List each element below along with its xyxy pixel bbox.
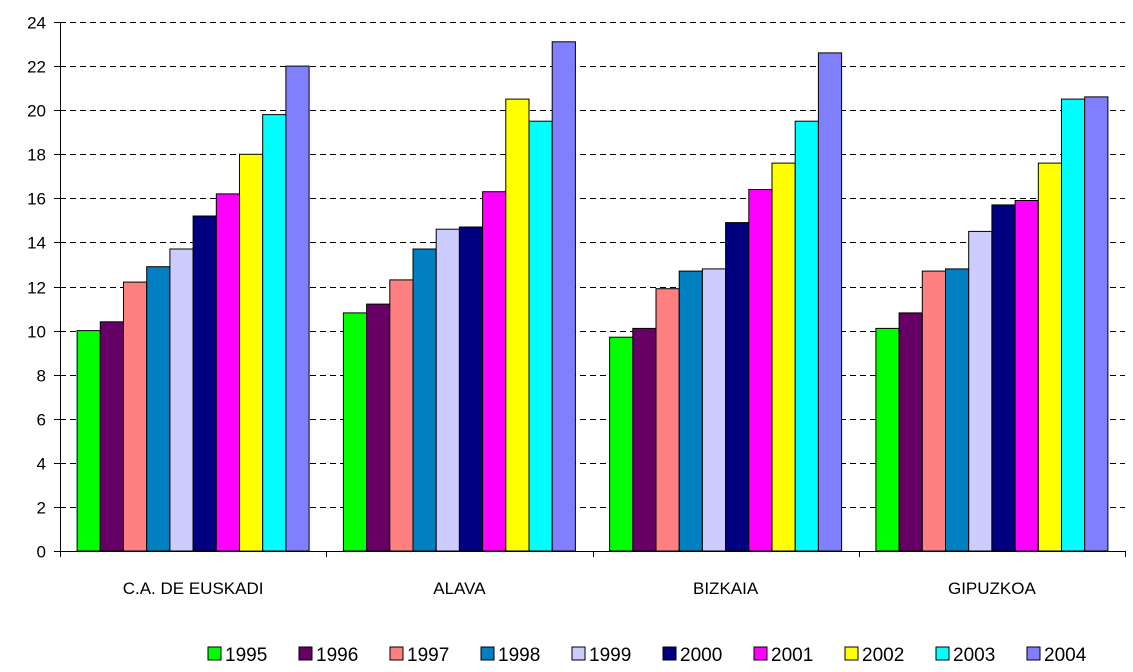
bar-c-a-de-euskadi-1995 — [76, 330, 101, 552]
bar-gipuzkoa-1996 — [898, 312, 923, 552]
x-category-label: GIPUZKOA — [948, 579, 1037, 598]
bar-bizkaia-1996 — [632, 327, 657, 552]
legend-label-1996: 1996 — [316, 645, 358, 666]
y-tick-label: 14 — [27, 234, 46, 253]
bar-alava-2003 — [528, 120, 553, 552]
bar-gipuzkoa-1997 — [921, 270, 946, 552]
bar-c-a-de-euskadi-2002 — [239, 153, 264, 552]
bar-gipuzkoa-2003 — [1061, 98, 1086, 552]
y-tick-label: 20 — [27, 102, 46, 121]
bar-gipuzkoa-2000 — [991, 204, 1016, 552]
bar-gipuzkoa-2001 — [1014, 200, 1039, 552]
x-category-label: C.A. DE EUSKADI — [123, 579, 264, 598]
bar-alava-1996 — [366, 303, 391, 552]
bars-layer — [76, 41, 1109, 552]
y-tick-label: 18 — [27, 146, 46, 165]
legend-swatch-1999 — [571, 646, 586, 661]
legend-swatch-2004 — [1026, 646, 1041, 661]
legend-swatch-1997 — [389, 646, 404, 661]
bar-bizkaia-1998 — [678, 270, 703, 552]
grid-layer — [60, 22, 1125, 508]
legend-swatch-1995 — [207, 646, 222, 661]
bar-bizkaia-1997 — [655, 288, 680, 552]
legend-label-2001: 2001 — [771, 645, 813, 666]
bar-alava-1999 — [435, 228, 460, 552]
y-tick-label: 2 — [37, 499, 46, 518]
legend-swatch-2001 — [753, 646, 768, 661]
legend-label-2003: 2003 — [953, 645, 995, 666]
bar-alava-2002 — [505, 98, 530, 552]
bar-c-a-de-euskadi-1999 — [169, 248, 194, 552]
bar-c-a-de-euskadi-1998 — [146, 266, 171, 552]
y-tick-label: 10 — [27, 323, 46, 342]
legend-label-1997: 1997 — [407, 645, 449, 666]
bar-bizkaia-2000 — [725, 222, 750, 552]
bar-alava-1995 — [342, 312, 368, 552]
legend-swatch-2000 — [662, 646, 677, 661]
bar-gipuzkoa-1998 — [945, 268, 970, 552]
bar-c-a-de-euskadi-2004 — [285, 65, 310, 552]
legend-swatch-1998 — [480, 646, 495, 661]
bar-bizkaia-2001 — [748, 189, 773, 552]
y-tick-label: 12 — [27, 279, 46, 298]
legend-label-1999: 1999 — [589, 645, 631, 666]
bar-c-a-de-euskadi-2003 — [262, 114, 287, 552]
y-tick-label: 22 — [27, 58, 46, 77]
bar-bizkaia-2004 — [817, 52, 843, 552]
bar-gipuzkoa-1999 — [968, 230, 993, 552]
legend-label-2002: 2002 — [862, 645, 904, 666]
y-tick-label: 0 — [37, 543, 46, 562]
bar-alava-1997 — [389, 279, 414, 552]
x-category-label: BIZKAIA — [693, 579, 759, 598]
bar-gipuzkoa-1995 — [875, 327, 900, 552]
legend-label-2000: 2000 — [680, 645, 722, 666]
y-tick-label: 6 — [37, 411, 46, 430]
bar-alava-2001 — [482, 191, 507, 552]
legend: 1995 1996 1997 1998 1999 2000 2001 2002 2003 2004 — [207, 645, 1087, 666]
bar-bizkaia-2002 — [771, 162, 796, 552]
bar-c-a-de-euskadi-2001 — [215, 193, 241, 552]
legend-swatch-2002 — [844, 646, 859, 661]
y-tick-label: 24 — [27, 14, 46, 33]
bar-gipuzkoa-2002 — [1037, 162, 1063, 552]
bar-bizkaia-1995 — [609, 336, 634, 552]
bar-c-a-de-euskadi-2000 — [192, 215, 217, 552]
bar-gipuzkoa-2004 — [1084, 96, 1109, 552]
legend-label-1995: 1995 — [225, 645, 267, 666]
bar-bizkaia-1999 — [701, 268, 727, 552]
y-tick-label: 16 — [27, 190, 46, 209]
y-tick-label: 4 — [37, 455, 46, 474]
legend-label-2004: 2004 — [1044, 645, 1087, 666]
bar-c-a-de-euskadi-1996 — [99, 321, 125, 552]
bar-c-a-de-euskadi-1997 — [123, 281, 148, 552]
legend-label-1998: 1998 — [498, 645, 540, 666]
y-tick-label: 8 — [37, 367, 46, 386]
bar-bizkaia-2003 — [794, 120, 819, 552]
bar-alava-2004 — [551, 41, 576, 552]
x-category-label: ALAVA — [433, 579, 486, 598]
legend-swatch-1996 — [298, 646, 313, 661]
bar-alava-2000 — [458, 226, 484, 552]
bar-alava-1998 — [412, 248, 437, 552]
legend-swatch-2003 — [935, 646, 950, 661]
